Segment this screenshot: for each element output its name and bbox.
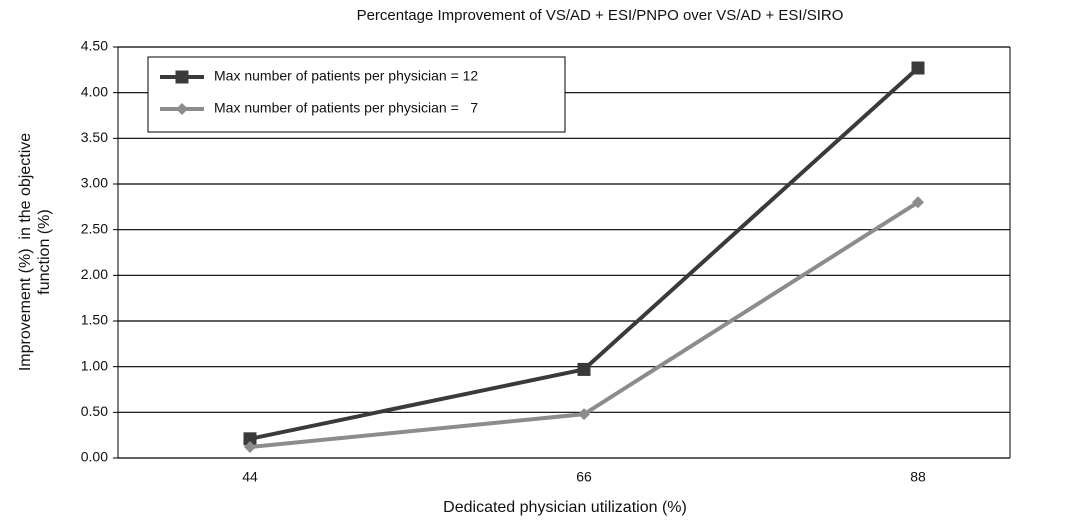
x-tick-label: 88 (910, 469, 926, 485)
y-tick-label: 1.50 (81, 312, 108, 328)
marker (243, 432, 257, 446)
y-tick-label: 0.50 (81, 403, 108, 419)
x-tick-label: 66 (576, 469, 592, 485)
y-axis-label: Improvement (%) in the objective functio… (17, 133, 53, 371)
y-tick-label: 2.00 (81, 266, 108, 282)
y-tick-label: 4.00 (81, 83, 108, 99)
y-axis-label-line: Improvement (%) in the objective (17, 133, 34, 371)
marker (578, 408, 590, 421)
legend-label: Max number of patients per physician = 7 (214, 100, 478, 116)
marker (577, 362, 591, 376)
legend-marker (176, 103, 188, 115)
x-axis-label: Dedicated physician utilization (%) (443, 499, 687, 516)
y-tick-label: 3.50 (81, 129, 108, 145)
y-tick-label: 4.50 (81, 38, 108, 54)
legend-label: Max number of patients per physician = 1… (214, 68, 478, 84)
x-tick-label: 44 (242, 469, 258, 485)
marker (911, 61, 925, 75)
chart-title: Percentage Improvement of VS/AD + ESI/PN… (357, 7, 844, 24)
marker (244, 441, 256, 454)
y-tick-label: 0.00 (81, 449, 108, 465)
y-axis-label-line: function (%) (36, 209, 53, 294)
y-tick-label: 1.00 (81, 357, 108, 373)
y-tick-label: 3.00 (81, 175, 108, 191)
legend-box (147, 56, 566, 133)
marker (912, 196, 924, 209)
y-tick-label: 2.50 (81, 220, 108, 236)
legend-marker (175, 70, 189, 84)
